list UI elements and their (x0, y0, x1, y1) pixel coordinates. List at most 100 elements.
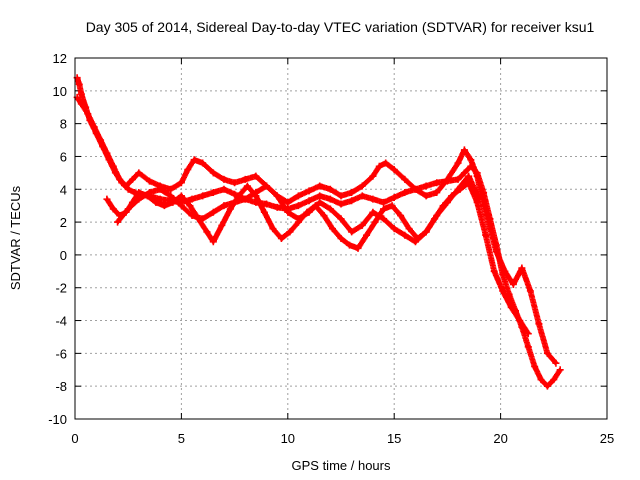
data-point (524, 330, 532, 338)
data-point (375, 162, 383, 170)
data-point (114, 218, 122, 226)
data-point (465, 172, 473, 180)
y-tick-label: 6 (60, 149, 67, 164)
data-point (358, 221, 366, 229)
y-tick-label: 2 (60, 215, 67, 230)
data-point (475, 195, 483, 203)
data-point (328, 225, 336, 233)
data-point (390, 225, 398, 233)
data-point (209, 169, 217, 177)
data-point (320, 212, 328, 220)
data-point (526, 287, 534, 295)
data-point (84, 110, 92, 118)
data-point (209, 238, 217, 246)
data-point (348, 197, 356, 205)
data-point (337, 235, 345, 242)
y-tick-label: -2 (55, 281, 67, 296)
y-tick-label: 10 (53, 84, 67, 99)
data-point (186, 202, 194, 210)
data-point (203, 228, 211, 236)
x-tick-label: 0 (71, 431, 78, 446)
data-point (348, 189, 356, 197)
x-axis-label: GPS time / hours (292, 458, 391, 473)
data-point (305, 208, 313, 216)
data-point (480, 202, 488, 210)
data-point (209, 208, 217, 216)
data-point (316, 192, 324, 200)
data-point (543, 382, 551, 390)
data-point (177, 192, 185, 200)
data-point (97, 136, 105, 144)
data-point (218, 221, 226, 229)
data-point (405, 225, 413, 233)
data-point (199, 215, 207, 223)
data-point (243, 182, 251, 190)
data-point (380, 205, 388, 213)
data-point (77, 90, 85, 98)
data-point (152, 198, 160, 206)
data-point (135, 195, 143, 203)
data-point (388, 202, 396, 210)
data-point (337, 200, 345, 208)
data-point (516, 317, 524, 325)
data-point (326, 185, 334, 193)
data-point (507, 303, 515, 311)
data-point (380, 215, 388, 223)
data-point (252, 189, 260, 197)
data-point (337, 192, 345, 200)
y-tick-label: -6 (55, 346, 67, 361)
series-trace-2 (73, 93, 560, 367)
data-point (190, 156, 198, 164)
grid (74, 57, 608, 420)
data-point (326, 205, 334, 213)
data-point (77, 100, 85, 108)
data-point (401, 189, 409, 197)
data-point (518, 264, 526, 272)
data-point (422, 182, 430, 190)
data-point (188, 195, 196, 203)
data-point (135, 189, 143, 197)
data-point (369, 195, 377, 203)
data-point (486, 225, 494, 233)
data-point (354, 244, 362, 252)
data-point (90, 123, 98, 131)
data-point (128, 175, 136, 183)
data-point (252, 172, 260, 180)
data-point (145, 177, 153, 185)
data-point (145, 189, 153, 197)
data-point (220, 202, 228, 210)
y-tick-label: -4 (55, 314, 67, 329)
data-point (273, 192, 281, 200)
data-point (433, 179, 441, 187)
data-point (199, 192, 207, 200)
data-point (184, 166, 192, 174)
data-point (509, 280, 517, 288)
data-point (177, 179, 185, 187)
data-point (103, 149, 111, 157)
data-point (467, 156, 475, 164)
data-point (401, 175, 409, 183)
data-point (241, 195, 249, 203)
data-point (454, 185, 462, 193)
data-point (390, 193, 398, 201)
data-point (337, 215, 345, 223)
data-point (348, 228, 356, 236)
data-point (294, 215, 302, 223)
data-point (284, 208, 292, 216)
data-point (273, 203, 281, 211)
data-point (346, 241, 354, 249)
data-point (535, 320, 543, 328)
data-point (294, 202, 302, 210)
data-point (390, 166, 398, 174)
data-point (492, 248, 500, 256)
data-point (369, 172, 377, 180)
data-point (220, 185, 228, 193)
data-point (358, 192, 366, 200)
data-point (263, 182, 271, 190)
data-points (73, 74, 564, 390)
data-point (358, 182, 366, 190)
data-point (103, 195, 111, 203)
data-point (550, 376, 558, 384)
data-point (226, 205, 234, 213)
